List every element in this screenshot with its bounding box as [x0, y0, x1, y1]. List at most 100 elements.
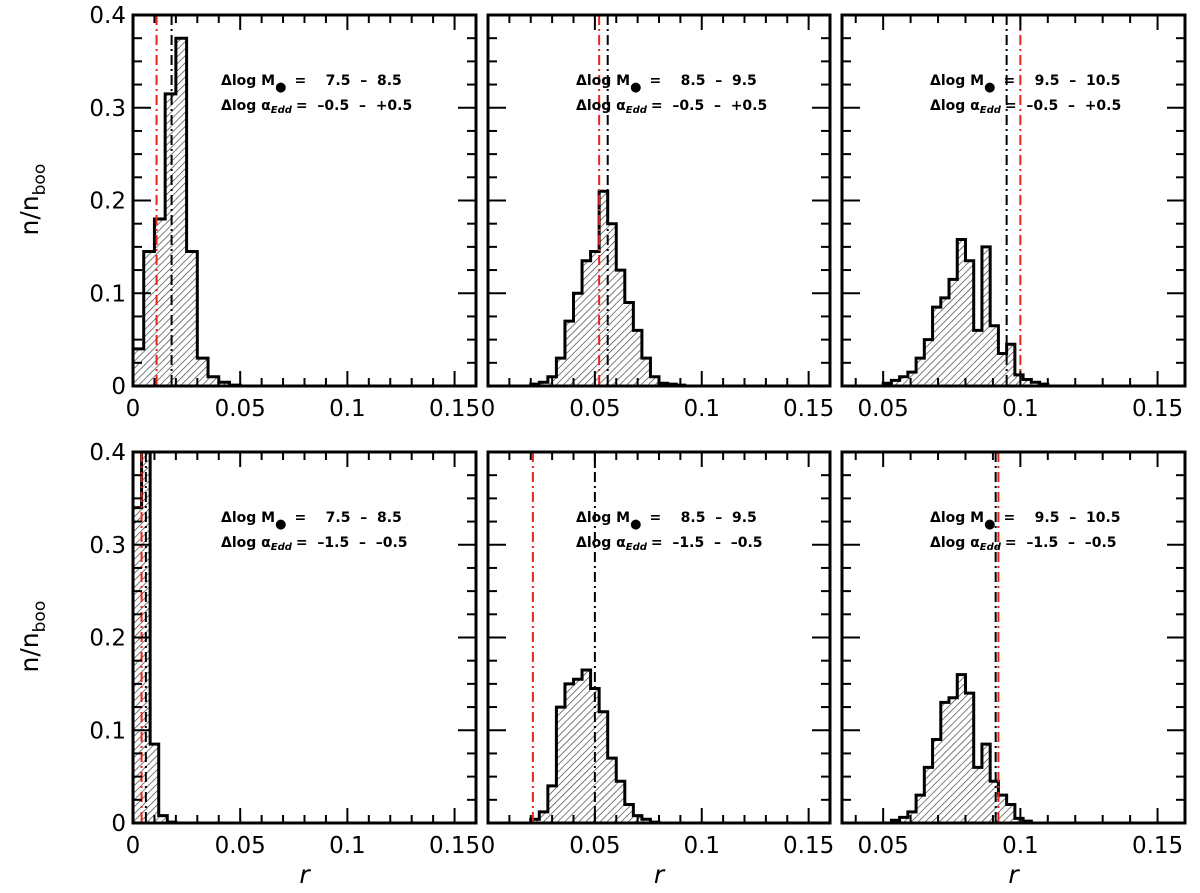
annotation-mass-range: Δlog M● = 8.5 – 9.5 — [576, 510, 757, 532]
x-tick-label: 0.05 — [215, 396, 266, 422]
histogram-bar — [573, 679, 583, 823]
y-tick-label: 0.3 — [89, 96, 126, 122]
histogram-bar — [175, 38, 187, 386]
histogram-bar — [949, 279, 958, 386]
x-tick-label: 0.1 — [329, 396, 366, 422]
annotation-eddington-label: Δlog α — [930, 535, 980, 551]
y-tick-label: 0.1 — [89, 718, 126, 744]
annotation-mass-value: = 9.5 – 10.5 — [1003, 73, 1120, 89]
histogram-outline — [889, 673, 1033, 823]
histogram-bar — [186, 251, 198, 386]
annotation-eddington-subscript: Edd — [626, 105, 648, 116]
x-tick-label: 0.05 — [858, 396, 909, 422]
histogram-bar — [539, 811, 548, 823]
histogram-bar — [143, 251, 155, 386]
histogram-bar — [932, 307, 941, 386]
histogram-bar — [599, 711, 608, 823]
histogram-bar — [916, 358, 925, 386]
x-tick-label: 0.1 — [1002, 396, 1039, 422]
histogram-bar — [556, 707, 565, 823]
histogram-bar — [633, 330, 642, 386]
annotation-eddington-subscript: Edd — [626, 542, 648, 553]
histogram-bar — [208, 376, 219, 386]
histogram-bar — [1014, 374, 1024, 386]
histogram-bar — [641, 819, 651, 823]
x-tick-label: 0.05 — [858, 833, 909, 859]
y-tick-label: 0.4 — [89, 440, 126, 466]
histogram-bar — [650, 376, 659, 386]
y-axis-label: n/nboo — [15, 601, 50, 673]
histogram-bar — [590, 251, 600, 386]
histogram-bar — [624, 804, 634, 823]
y-axis-label-subscript: boo — [30, 164, 50, 196]
histogram-bar — [940, 297, 950, 386]
annotation-eddington-value: = –1.5 – –0.5 — [296, 535, 408, 551]
panel-top-left: 0 0.05 0.1 0.15 0 0.1 0.2 0.3 0.4 n/nboo Δlog M● = … — [15, 3, 480, 422]
histogram-bar — [1031, 382, 1040, 386]
plot-frame — [840, 450, 1187, 825]
x-tick-label: 0.15 — [1132, 396, 1183, 422]
annotation-mass-symbol: ● — [984, 80, 995, 95]
annotation-mass-range: Δlog M● = 7.5 – 8.5 — [221, 73, 402, 95]
plot-frame — [131, 450, 478, 825]
histogram-bar — [165, 93, 176, 387]
histogram-bar — [932, 739, 941, 823]
histogram-bar — [965, 693, 974, 823]
annotation-mass-value: = 7.5 – 8.5 — [294, 510, 401, 526]
y-tick-label: 0.1 — [89, 281, 126, 307]
y-axis-label-subscript: boo — [30, 601, 50, 633]
y-tick-label: 0.4 — [89, 3, 126, 29]
y-tick-label: 0 — [111, 374, 126, 400]
histogram-bar — [1006, 344, 1015, 386]
annotation-eddington-value: = –0.5 – +0.5 — [651, 98, 767, 114]
histogram-bar — [957, 674, 966, 823]
x-tick-label: 0 — [126, 833, 141, 859]
annotation-eddington-subscript: Edd — [271, 542, 293, 553]
x-tick-label: 0.15 — [1132, 833, 1183, 859]
y-axis-label-main: n/n — [15, 632, 44, 672]
histogram-bar — [965, 260, 974, 386]
histogram-bar — [607, 758, 617, 823]
histogram-bar — [564, 683, 574, 823]
histogram-bar — [1014, 818, 1024, 823]
x-tick-label: 0.15 — [429, 833, 480, 859]
annotation-eddington-range: Δlog αEdd = –1.5 – –0.5 — [930, 535, 1117, 553]
x-axis-label: r — [1008, 860, 1020, 889]
histogram-bar — [641, 358, 651, 386]
plot-frame — [840, 13, 1187, 388]
histogram-bar — [973, 330, 982, 386]
plot-frame — [486, 13, 832, 388]
panel-bottom-middle: 0 0.05 0.1 0.15 r Δlog M● = 8.5 – 9.5 Δlog αEdd… — [481, 450, 834, 889]
x-tick-label: 0.05 — [569, 396, 620, 422]
histogram-bar — [564, 321, 574, 386]
annotation-mass-label: Δlog M — [576, 510, 630, 526]
y-axis-label-main: n/n — [15, 195, 44, 235]
annotation-eddington-range: Δlog αEdd = –1.5 – –0.5 — [576, 535, 763, 553]
histogram-bar — [940, 702, 950, 823]
histogram-bar — [907, 372, 917, 386]
x-tick-label: 0.1 — [683, 833, 720, 859]
annotation-eddington-value: = –0.5 – +0.5 — [1005, 98, 1121, 114]
histogram-bar — [218, 382, 230, 386]
histogram-bar — [990, 325, 999, 386]
y-axis-label: n/nboo — [15, 164, 50, 236]
annotation-mass-value: = 8.5 – 9.5 — [649, 510, 756, 526]
annotation-eddington-label: Δlog α — [221, 535, 271, 551]
annotation-mass-label: Δlog M — [221, 73, 275, 89]
annotation-mass-label: Δlog M — [221, 510, 275, 526]
annotation-mass-value: = 9.5 – 10.5 — [1003, 510, 1120, 526]
annotation-eddington-label: Δlog α — [576, 98, 626, 114]
histogram-bar — [573, 293, 583, 386]
annotation-eddington-range: Δlog αEdd = –0.5 – +0.5 — [221, 98, 412, 116]
y-tick-label: 0 — [111, 811, 126, 837]
panel-bottom-right: 0.05 0.1 0.15 r Δlog M● = 9.5 – 10.5 Δlog αEdd… — [840, 450, 1187, 889]
histogram-bar — [981, 744, 991, 823]
histogram-bar — [582, 669, 591, 823]
histogram-bar — [133, 507, 142, 823]
annotation-eddington-subscript: Edd — [271, 105, 293, 116]
histogram-bar — [539, 382, 548, 386]
histogram-bar — [530, 819, 540, 823]
x-tick-label: 0.1 — [1002, 833, 1039, 859]
histogram-bar — [907, 811, 917, 823]
histogram-outline — [881, 237, 1050, 386]
